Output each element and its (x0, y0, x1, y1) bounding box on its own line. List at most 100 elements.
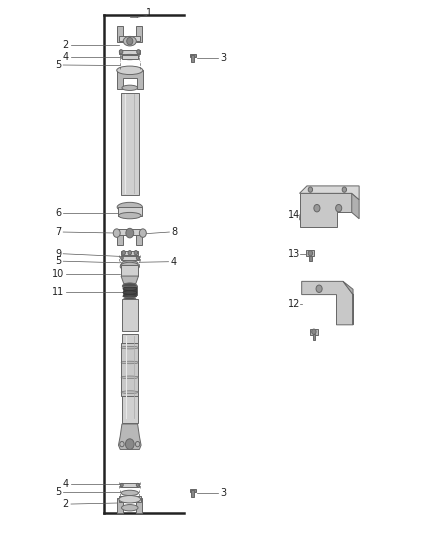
Circle shape (308, 187, 313, 192)
Circle shape (125, 439, 134, 449)
Bar (123, 286, 137, 295)
Bar (190, 54, 196, 57)
Ellipse shape (122, 283, 137, 289)
Text: 12: 12 (288, 298, 300, 309)
Bar (310, 328, 318, 335)
Ellipse shape (121, 505, 138, 511)
Text: 2: 2 (63, 40, 69, 50)
Text: 14: 14 (288, 209, 300, 220)
Ellipse shape (119, 496, 141, 503)
Ellipse shape (123, 295, 137, 298)
Circle shape (314, 205, 320, 212)
Ellipse shape (123, 36, 136, 46)
Text: 4: 4 (63, 479, 69, 489)
Bar (120, 483, 139, 487)
Bar (118, 207, 141, 216)
Circle shape (336, 205, 342, 212)
Circle shape (136, 256, 139, 260)
Circle shape (136, 483, 139, 487)
Text: 3: 3 (220, 488, 226, 498)
Circle shape (120, 256, 123, 260)
Bar (119, 36, 140, 41)
Circle shape (119, 50, 123, 54)
Circle shape (128, 251, 131, 255)
Circle shape (135, 441, 140, 447)
Ellipse shape (117, 66, 143, 75)
Bar (120, 93, 139, 195)
Bar (117, 498, 123, 513)
Polygon shape (300, 186, 359, 200)
Bar (190, 489, 196, 492)
Text: 5: 5 (55, 60, 61, 70)
Circle shape (137, 50, 140, 54)
Ellipse shape (121, 361, 138, 364)
Circle shape (120, 441, 124, 447)
Text: 10: 10 (52, 269, 64, 279)
Ellipse shape (121, 261, 138, 266)
Ellipse shape (120, 54, 139, 60)
Text: 6: 6 (55, 208, 61, 219)
Text: 4: 4 (63, 52, 69, 62)
Bar (117, 230, 123, 245)
Ellipse shape (120, 262, 139, 271)
Bar (121, 251, 138, 255)
Ellipse shape (121, 346, 138, 349)
Bar (136, 230, 142, 245)
Text: 5: 5 (55, 256, 61, 266)
Polygon shape (343, 281, 353, 325)
Text: 1: 1 (146, 8, 152, 18)
Bar (309, 256, 312, 261)
Bar (118, 229, 141, 235)
Polygon shape (302, 281, 353, 325)
Ellipse shape (312, 329, 316, 334)
Circle shape (139, 229, 146, 237)
Circle shape (113, 229, 120, 237)
Text: 4: 4 (171, 257, 177, 266)
Ellipse shape (123, 287, 137, 290)
Bar (136, 498, 142, 513)
Text: 7: 7 (55, 227, 61, 237)
Ellipse shape (121, 490, 138, 496)
Text: 13: 13 (288, 249, 300, 259)
Text: 8: 8 (172, 227, 178, 237)
Circle shape (316, 285, 322, 293)
Bar (307, 250, 314, 256)
Ellipse shape (118, 213, 141, 219)
Circle shape (120, 483, 123, 487)
Bar (136, 26, 142, 42)
Bar (117, 26, 123, 42)
Circle shape (134, 251, 138, 255)
Ellipse shape (123, 291, 137, 294)
Circle shape (342, 187, 346, 192)
Polygon shape (121, 276, 138, 284)
Ellipse shape (117, 203, 142, 212)
Polygon shape (117, 70, 143, 89)
Polygon shape (300, 193, 352, 227)
Bar (191, 55, 194, 62)
Text: 9: 9 (55, 249, 61, 259)
Bar (191, 490, 194, 497)
Bar (121, 343, 138, 397)
Bar (120, 256, 139, 260)
Bar (122, 334, 138, 423)
Text: 3: 3 (220, 53, 226, 63)
Ellipse shape (121, 391, 138, 393)
Bar (121, 55, 138, 59)
Text: 11: 11 (52, 287, 64, 297)
Text: 5: 5 (55, 487, 61, 497)
Circle shape (127, 37, 133, 45)
Bar (119, 496, 141, 503)
Polygon shape (352, 193, 359, 219)
Circle shape (122, 251, 125, 255)
Bar (121, 300, 138, 331)
Ellipse shape (122, 85, 138, 91)
Circle shape (126, 228, 134, 238)
Text: 2: 2 (63, 499, 69, 509)
Bar (119, 50, 140, 54)
Ellipse shape (123, 297, 136, 303)
Ellipse shape (121, 376, 138, 378)
Ellipse shape (308, 251, 313, 256)
Polygon shape (118, 424, 141, 449)
Bar (121, 265, 138, 276)
Bar (313, 334, 315, 340)
